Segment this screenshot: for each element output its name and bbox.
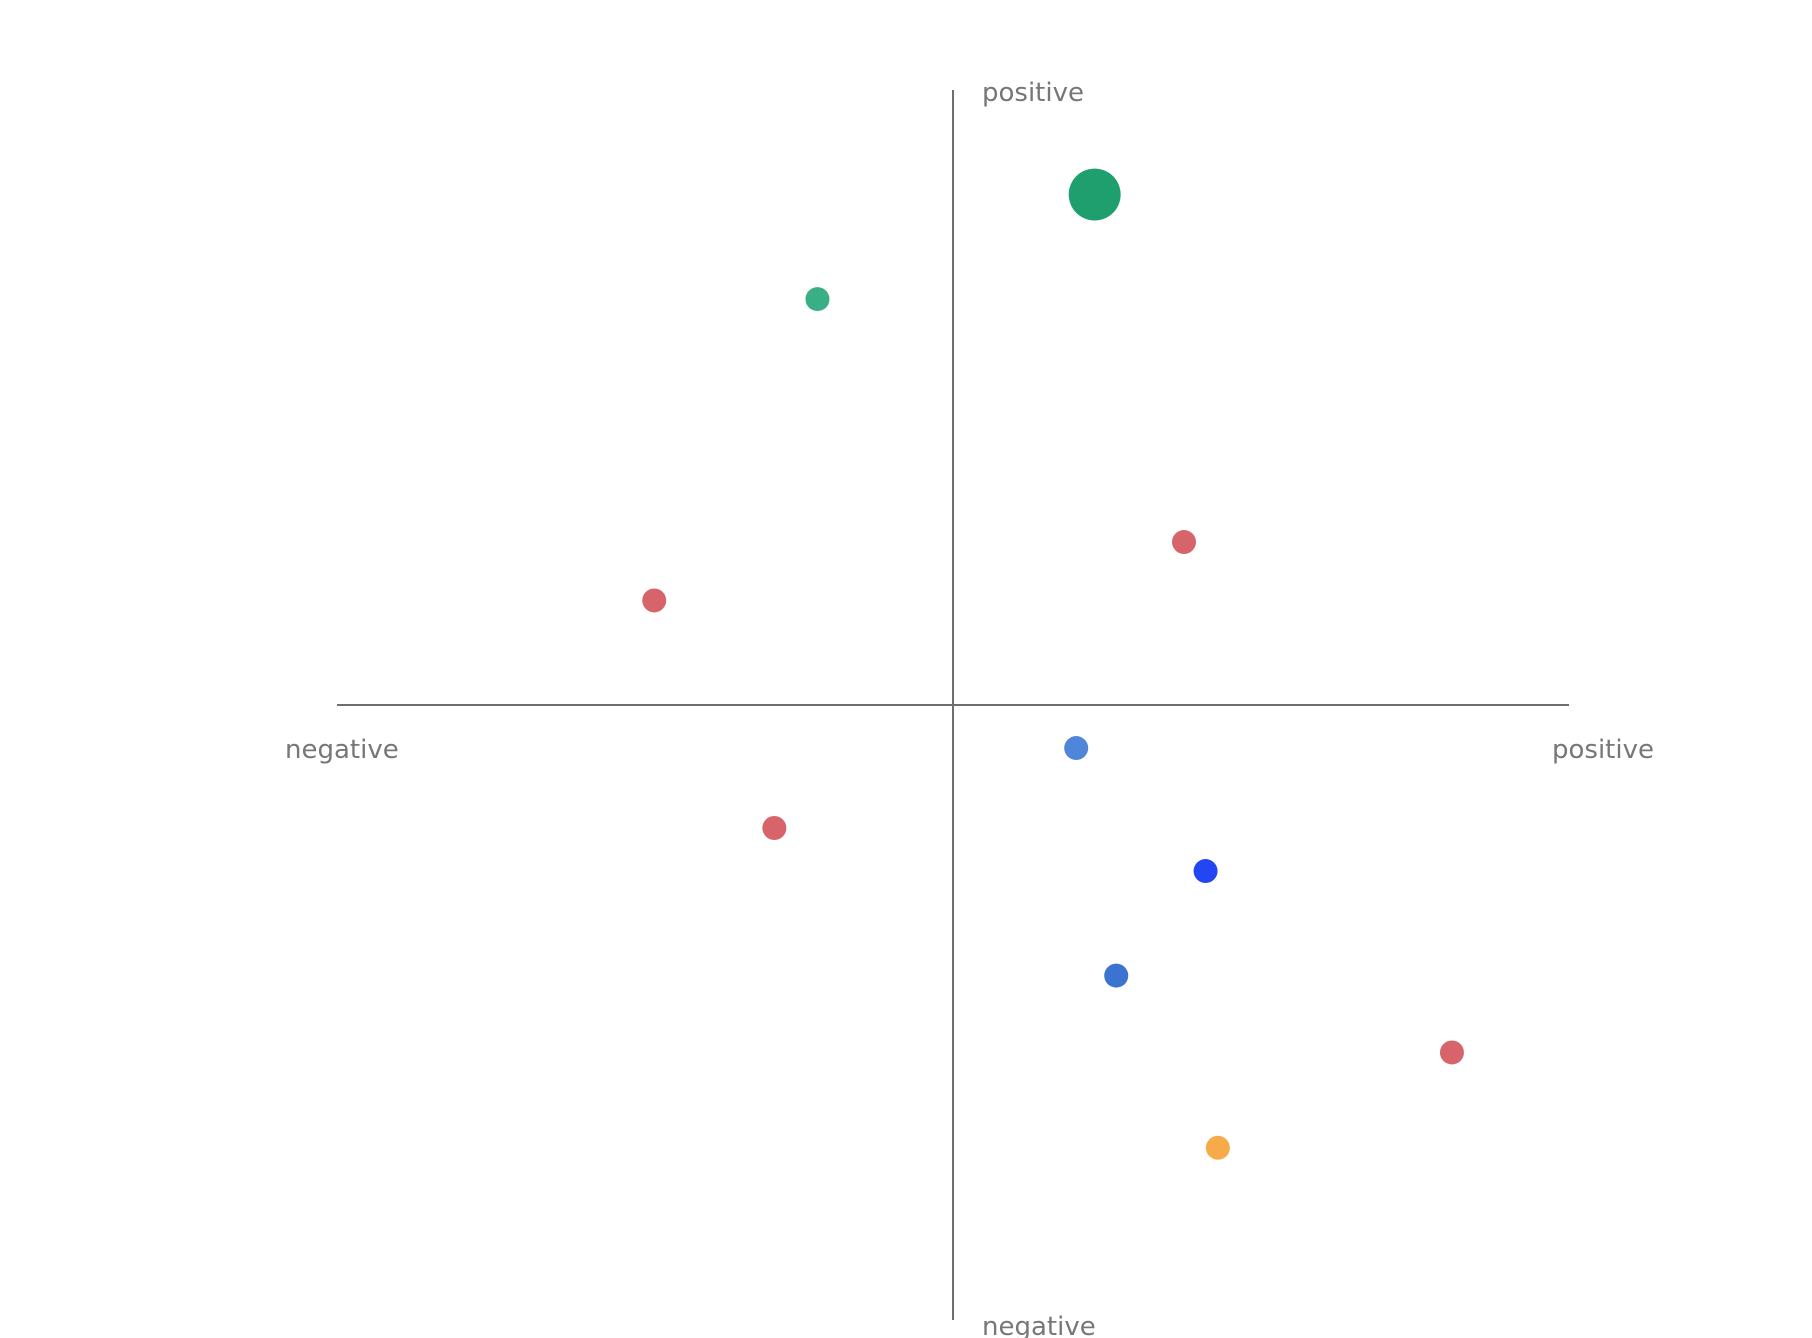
data-points — [642, 168, 1464, 1160]
data-point — [1104, 963, 1129, 988]
data-point — [1205, 1135, 1230, 1160]
data-point — [1068, 168, 1121, 221]
y-axis-negative-label: negative — [982, 1312, 1096, 1338]
data-point — [1172, 530, 1196, 555]
x-axis-positive-label: positive — [1552, 735, 1654, 765]
data-point — [1193, 859, 1218, 884]
x-axis-negative-label: negative — [285, 735, 399, 765]
data-point — [642, 588, 667, 613]
data-point — [762, 816, 787, 840]
data-point — [1439, 1040, 1464, 1065]
data-point — [1064, 736, 1089, 761]
y-axis-positive-label: positive — [982, 78, 1084, 108]
data-point — [805, 287, 830, 312]
